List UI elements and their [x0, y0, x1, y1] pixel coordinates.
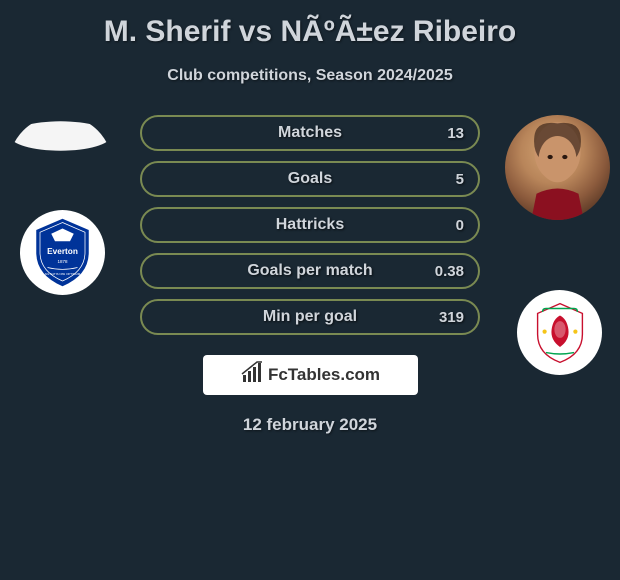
- brand-box: FcTables.com: [203, 355, 418, 395]
- stats-list: Matches 13 Goals 5 Hattricks 0 Goals per…: [140, 115, 480, 335]
- stat-value: 13: [447, 125, 464, 142]
- stat-row-min-per-goal: Min per goal 319: [140, 299, 480, 335]
- player-left-avatar: [8, 115, 113, 220]
- stat-label: Goals per match: [247, 262, 372, 280]
- stat-value: 319: [439, 309, 464, 326]
- stat-label: Goals: [288, 170, 332, 188]
- stat-row-hattricks: Hattricks 0: [140, 207, 480, 243]
- content-area: Everton 1878 NIL SATIS NISI OPTIMUM Matc…: [0, 115, 620, 435]
- stat-label: Matches: [278, 124, 342, 142]
- stat-value: 0.38: [435, 263, 464, 280]
- club-left-logo: Everton 1878 NIL SATIS NISI OPTIMUM: [20, 210, 105, 295]
- stat-label: Min per goal: [263, 308, 357, 326]
- stat-row-goals: Goals 5: [140, 161, 480, 197]
- stat-label: Hattricks: [276, 216, 344, 234]
- stat-value: 5: [456, 171, 464, 188]
- infographic-container: M. Sherif vs NÃºÃ±ez Ribeiro Club compet…: [0, 0, 620, 445]
- stat-row-matches: Matches 13: [140, 115, 480, 151]
- season-subtitle: Club competitions, Season 2024/2025: [0, 67, 620, 85]
- stat-row-goals-per-match: Goals per match 0.38: [140, 253, 480, 289]
- svg-text:1878: 1878: [57, 259, 68, 264]
- player-right-avatar: [505, 115, 610, 220]
- brand-text: FcTables.com: [268, 365, 380, 385]
- stat-value: 0: [456, 217, 464, 234]
- svg-text:NIL SATIS NISI OPTIMUM: NIL SATIS NISI OPTIMUM: [45, 272, 81, 276]
- chart-icon: [240, 361, 264, 390]
- comparison-title: M. Sherif vs NÃºÃ±ez Ribeiro: [0, 15, 620, 49]
- club-right-logo: [517, 290, 602, 375]
- svg-text:Everton: Everton: [47, 247, 78, 256]
- date-text: 12 february 2025: [0, 415, 620, 435]
